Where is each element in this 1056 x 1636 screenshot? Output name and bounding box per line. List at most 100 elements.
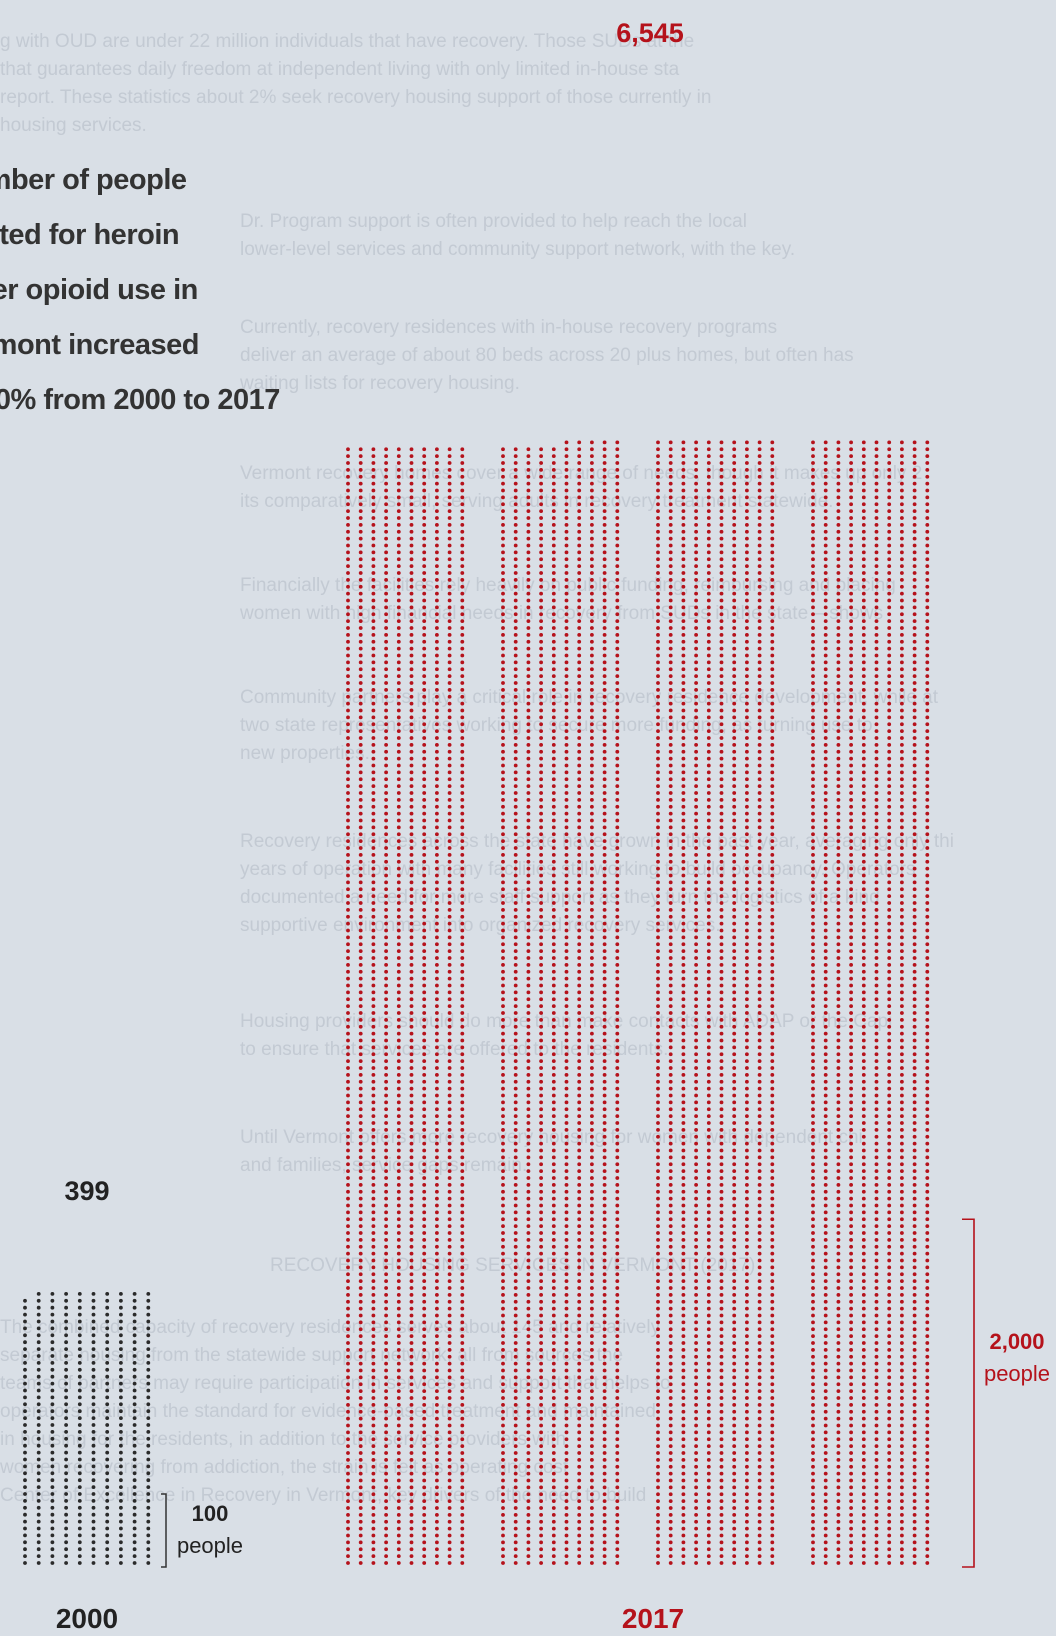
dot-2017 [564, 935, 569, 940]
dot-2017 [836, 866, 841, 871]
dot-2017 [732, 935, 737, 940]
dot-2017 [435, 935, 439, 940]
dot-2017 [719, 722, 724, 727]
dot-2017 [925, 1265, 930, 1270]
dot-2017 [513, 1258, 518, 1263]
dot-2017 [422, 976, 427, 981]
dot-2017 [371, 935, 376, 940]
dot-2017 [422, 1416, 427, 1421]
dot-2017 [396, 1327, 401, 1332]
dot-2017 [745, 1189, 749, 1194]
dot-2017 [358, 1347, 363, 1352]
dot-2017 [912, 832, 917, 837]
dot-2017 [849, 1251, 853, 1256]
dot-2017 [396, 1382, 401, 1387]
dot-2017 [501, 811, 505, 816]
dot-2017 [526, 1437, 531, 1442]
dot-2017 [346, 1045, 350, 1050]
dot-2017 [409, 1272, 414, 1277]
dot-2017 [925, 722, 930, 727]
dot-2017 [435, 1231, 439, 1235]
dot-2017 [823, 1072, 828, 1077]
dot-2017 [513, 1279, 518, 1284]
dot-2017 [874, 1237, 879, 1242]
dot-2017 [590, 1251, 594, 1256]
dot-2017 [501, 1107, 505, 1112]
dot-2017 [409, 1526, 414, 1531]
dot-2017 [874, 832, 879, 837]
dot-2017 [501, 832, 505, 837]
dot-2017 [656, 791, 660, 795]
dot-2017 [551, 1127, 556, 1132]
dot-2017 [447, 1169, 452, 1174]
dot-2017 [513, 1375, 518, 1380]
dot-2017 [732, 1279, 737, 1284]
dot-2017 [757, 1506, 762, 1510]
dot-2017 [719, 1313, 724, 1318]
dot-2017 [513, 928, 518, 933]
dot-2017 [811, 756, 815, 761]
dot-2017 [590, 818, 594, 823]
dot-2017 [615, 1169, 620, 1174]
dot-2017 [551, 1066, 556, 1070]
dot-2017 [706, 1031, 711, 1036]
dot-2017 [757, 1341, 762, 1345]
dot-2017 [577, 852, 582, 857]
dot-2017 [811, 1286, 815, 1290]
dot-2017 [358, 1361, 363, 1366]
dot-2017 [371, 818, 376, 823]
dot-2017 [887, 887, 892, 892]
dot-2017 [513, 969, 518, 974]
dot-2017 [460, 1457, 465, 1462]
dot-2017 [409, 1286, 414, 1290]
dot-2017 [564, 1251, 569, 1256]
dot-2017 [925, 1114, 930, 1119]
dot-2017 [706, 1024, 711, 1029]
dot-2017 [358, 1127, 363, 1132]
dot-2017 [346, 1038, 350, 1043]
dot-2017 [770, 742, 775, 747]
dot-2017 [460, 859, 465, 864]
dot-2017 [925, 866, 930, 871]
dot-2017 [861, 1127, 866, 1132]
dot-2017 [887, 1107, 892, 1112]
dot-2017 [770, 1251, 775, 1256]
dot-2017 [836, 1258, 841, 1263]
dot-2017 [435, 873, 439, 878]
dot-2017 [384, 1210, 388, 1215]
background-text-line: women recovering from addiction, the str… [0, 1457, 569, 1478]
dot-2017 [447, 1437, 452, 1442]
dot-2017 [590, 1052, 594, 1057]
dot-2017 [539, 1258, 543, 1263]
dot-2017 [668, 852, 673, 857]
dot-2017 [435, 763, 439, 768]
dot-2017 [706, 1066, 711, 1070]
dot-2017 [371, 1361, 376, 1366]
dot-2017 [422, 1059, 427, 1064]
dot-2017 [371, 1382, 376, 1387]
dot-2017 [577, 1141, 582, 1146]
dot-2017 [447, 914, 452, 919]
dot-2017 [590, 942, 594, 947]
dot-2017 [539, 839, 543, 844]
dot-2017 [526, 852, 531, 857]
dot-2017 [501, 1279, 505, 1284]
dot-2017 [539, 1127, 543, 1132]
dot-2017 [900, 1506, 904, 1510]
dot-2017 [551, 1079, 556, 1084]
dot-2017 [757, 894, 762, 899]
dot-2017 [681, 1196, 686, 1201]
dot-2017 [551, 1526, 556, 1531]
dot-2017 [757, 1389, 762, 1394]
dot-2017 [615, 1059, 620, 1064]
dot-2017 [460, 1519, 465, 1524]
dot-2017 [396, 997, 401, 1002]
dot-2017 [409, 859, 414, 864]
dot-2017 [694, 1485, 698, 1490]
dot-2017 [719, 1396, 724, 1400]
dot-2017 [823, 1464, 828, 1469]
dot-2017 [823, 1134, 828, 1139]
dot-2017 [577, 818, 582, 823]
dot-2017 [422, 777, 427, 782]
dot-2017 [668, 1451, 673, 1455]
